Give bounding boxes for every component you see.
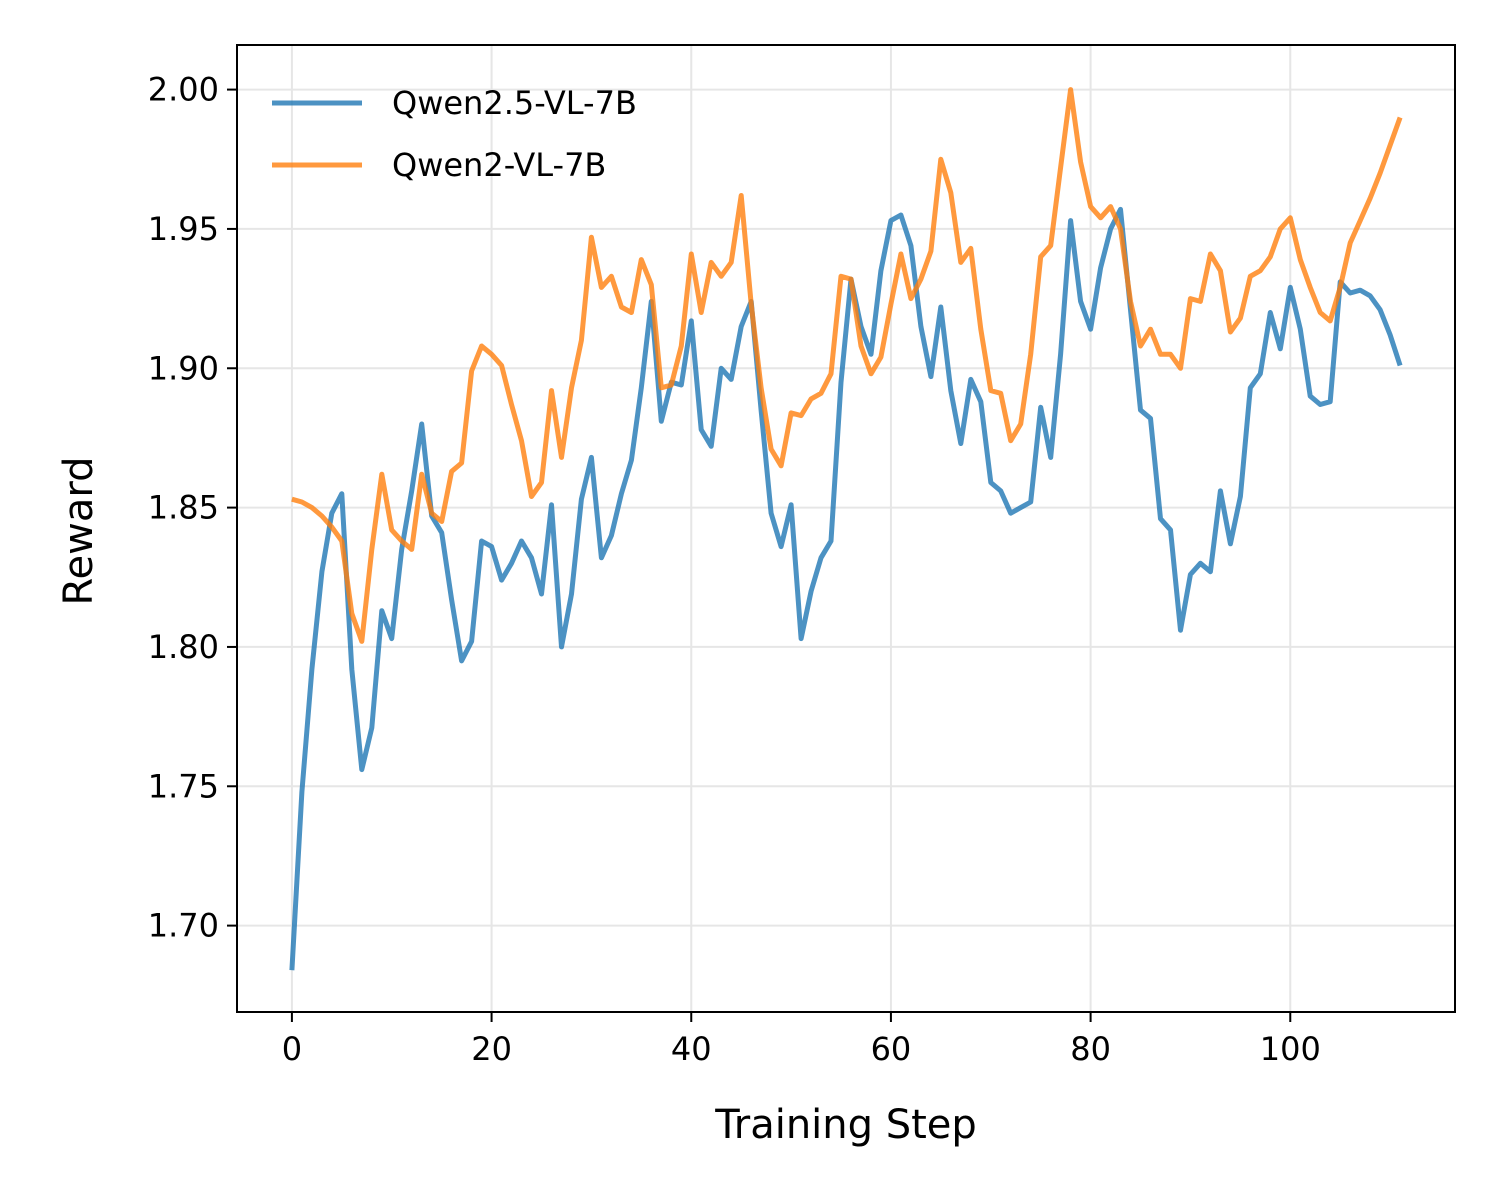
series-lines bbox=[289, 87, 1403, 971]
y-tick-label: 1.80 bbox=[148, 628, 219, 666]
y-tick-label: 1.95 bbox=[148, 210, 219, 248]
legend: Qwen2.5-VL-7B Qwen2-VL-7B bbox=[272, 84, 637, 184]
y-tick-label: 1.90 bbox=[148, 349, 219, 387]
x-tick-label: 0 bbox=[282, 1030, 302, 1068]
y-tick-label: 1.85 bbox=[148, 489, 219, 527]
x-tick-label: 80 bbox=[1070, 1030, 1111, 1068]
legend-label-qwen2-5-vl-7b: Qwen2.5-VL-7B bbox=[392, 84, 637, 122]
x-axis-ticks: 0 20 40 60 80 100 bbox=[282, 1012, 1321, 1068]
x-tick-label: 20 bbox=[471, 1030, 512, 1068]
y-tick-label: 1.75 bbox=[148, 767, 219, 805]
x-tick-label: 60 bbox=[871, 1030, 912, 1068]
series-line-qwen2-5-vl-7b bbox=[289, 206, 1403, 971]
y-tick-label: 1.70 bbox=[148, 907, 219, 945]
x-tick-label: 100 bbox=[1260, 1030, 1321, 1068]
legend-label-qwen2-vl-7b: Qwen2-VL-7B bbox=[392, 146, 606, 184]
series-line-qwen2-vl-7b bbox=[291, 87, 1403, 644]
plot-frame bbox=[236, 44, 1456, 1013]
y-axis-ticks: 1.70 1.75 1.80 1.85 1.90 1.95 2.00 bbox=[148, 71, 237, 945]
y-tick-label: 2.00 bbox=[148, 71, 219, 109]
grid-lines bbox=[237, 45, 1455, 1012]
y-axis-label: Reward bbox=[56, 457, 102, 606]
x-axis-label: Training Step bbox=[714, 1102, 977, 1148]
x-tick-label: 40 bbox=[671, 1030, 712, 1068]
